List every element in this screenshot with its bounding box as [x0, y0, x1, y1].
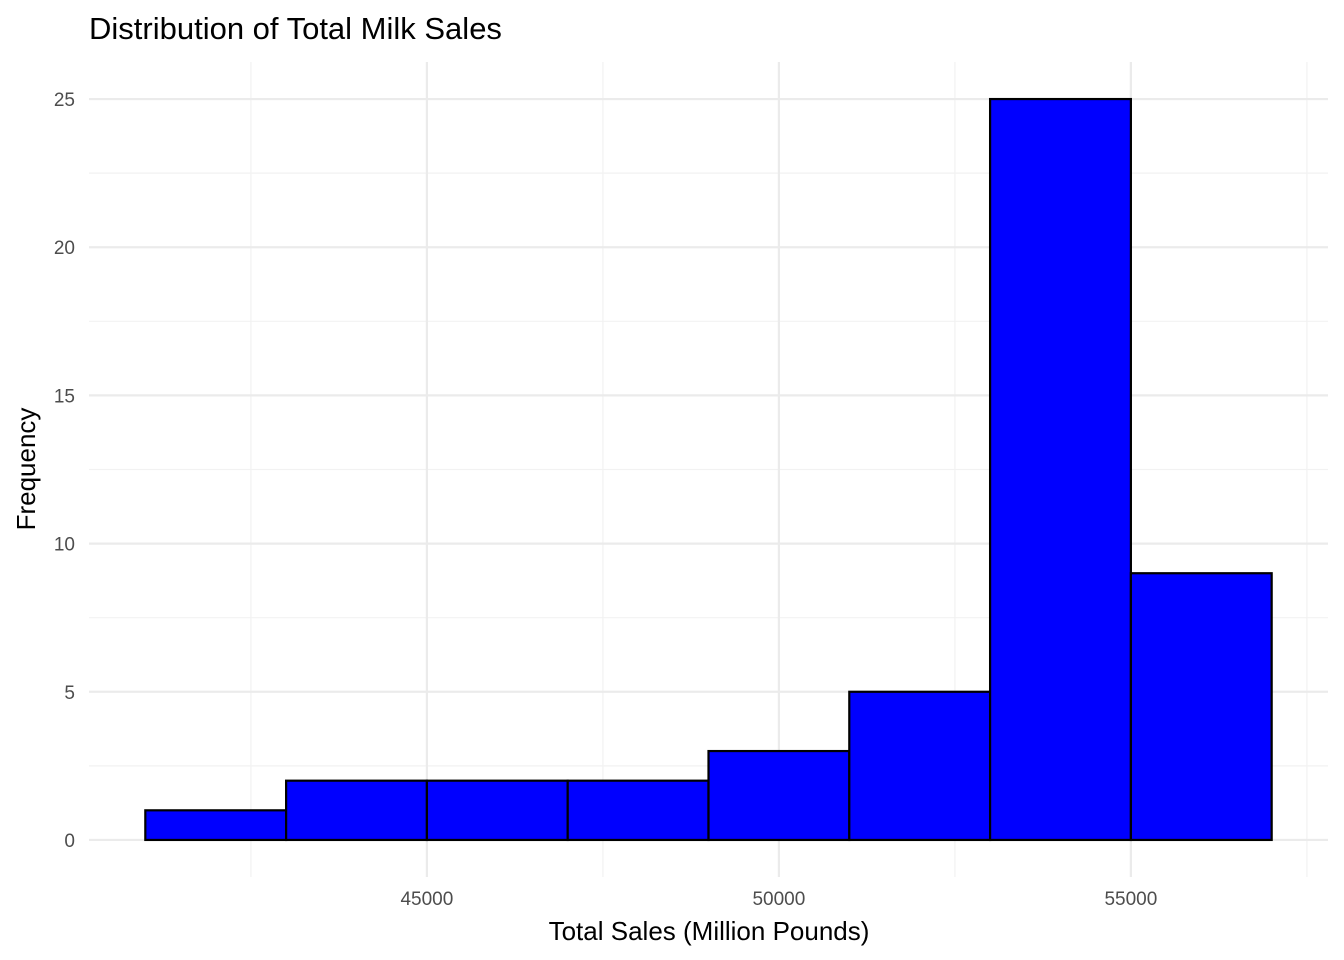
- histogram-bar: [848, 690, 992, 842]
- histogram-bar: [988, 97, 1132, 842]
- y-tick-label: 25: [54, 90, 75, 111]
- histogram-bar: [425, 779, 569, 842]
- histogram-bar: [566, 779, 710, 842]
- x-tick-label: 50000: [752, 889, 805, 910]
- chart-title: Distribution of Total Milk Sales: [89, 11, 502, 46]
- y-axis-tick-labels: 0 5 10 15 20 25: [54, 90, 75, 852]
- y-tick-label: 10: [54, 535, 75, 556]
- x-axis-tick-labels: 45000 50000 55000: [400, 889, 1157, 910]
- y-tick-label: 20: [54, 238, 75, 259]
- histogram-bar: [1129, 572, 1273, 842]
- x-axis-title: Total Sales (Million Pounds): [549, 916, 870, 946]
- y-tick-label: 5: [64, 683, 75, 704]
- histogram-bar: [285, 779, 429, 842]
- y-tick-label: 15: [54, 386, 75, 407]
- histogram-bar: [707, 749, 851, 842]
- histogram-bar: [144, 809, 288, 842]
- histogram-bars: [144, 97, 1273, 842]
- x-tick-label: 45000: [400, 889, 453, 910]
- x-tick-label: 55000: [1104, 889, 1157, 910]
- y-tick-label: 0: [64, 831, 75, 852]
- y-axis-title: Frequency: [11, 408, 41, 531]
